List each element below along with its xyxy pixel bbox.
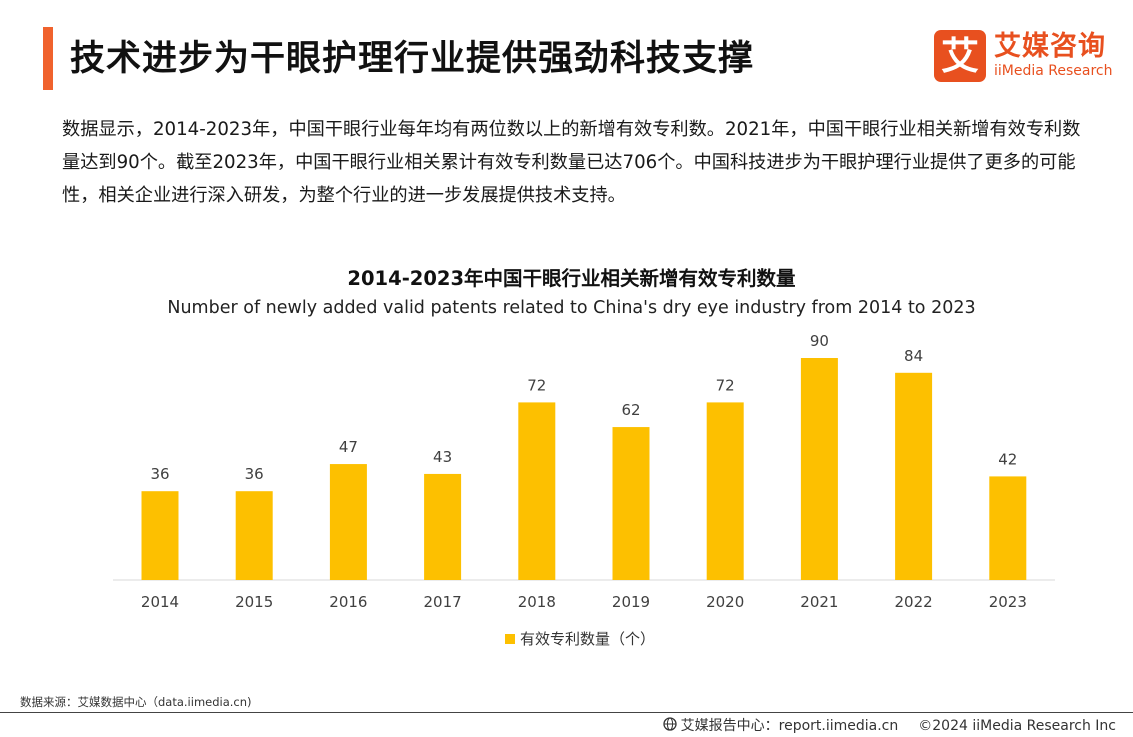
data-label-2017: 43 [433, 448, 452, 466]
bar-2014 [141, 491, 179, 580]
data-label-2015: 36 [245, 465, 264, 483]
bar-2021 [800, 358, 838, 580]
data-label-2018: 72 [527, 376, 546, 394]
footer-copyright: ©2024 iiMedia Research Inc [918, 718, 1116, 734]
page-title: 技术进步为干眼护理行业提供强劲科技支撑 [70, 39, 755, 79]
globe-icon [662, 717, 677, 735]
logo-mark: 艾 [934, 30, 986, 82]
bar-2019 [612, 427, 650, 580]
data-label-2023: 42 [998, 450, 1017, 468]
data-label-2022: 84 [904, 347, 923, 365]
title-accent-bar [43, 27, 53, 90]
x-tick-2017: 2017 [424, 593, 462, 611]
x-tick-2018: 2018 [518, 593, 556, 611]
legend-swatch [504, 633, 515, 644]
footer: 艾媒报告中心：report.iimedia.cn ©2024 iiMedia Re… [662, 715, 1116, 735]
logo-text: 艾媒咨询 iiMedia Research [994, 32, 1113, 80]
x-tick-2020: 2020 [706, 593, 744, 611]
data-label-2016: 47 [339, 438, 358, 456]
bar-chart: 36 2014 36 2015 47 2016 43 2017 72 2018 62 2019 72 20… [113, 332, 1055, 611]
legend-label: 有效专利数量（个） [519, 630, 655, 648]
data-label-2014: 36 [150, 465, 169, 483]
x-tick-2016: 2016 [329, 593, 367, 611]
data-label-2020: 72 [716, 376, 735, 394]
x-tick-2023: 2023 [989, 593, 1027, 611]
bar-2018 [518, 402, 556, 580]
footer-report-link[interactable]: 艾媒报告中心：report.iimedia.cn [680, 718, 899, 734]
data-label-2019: 62 [621, 401, 640, 419]
iimedia-logo: 艾 艾媒咨询 iiMedia Research [934, 30, 1113, 82]
bar-2022 [895, 372, 933, 580]
x-tick-2015: 2015 [235, 593, 273, 611]
footer-divider [0, 712, 1133, 713]
x-tick-2019: 2019 [612, 593, 650, 611]
bar-2020 [706, 402, 744, 580]
data-label-2021: 90 [810, 332, 829, 350]
intro-paragraph: 数据显示，2014-2023年，中国干眼行业每年均有两位数以上的新增有效专利数。… [62, 119, 1081, 206]
bar-2017 [424, 473, 462, 580]
data-source: 数据来源：艾媒数据中心（data.iimedia.cn) [20, 695, 252, 709]
chart-legend: 有效专利数量（个） [0, 628, 1133, 649]
chart-title: 2014-2023年中国干眼行业相关新增有效专利数量 [347, 267, 796, 290]
x-tick-2022: 2022 [895, 593, 933, 611]
logo-glyph: 艾 [940, 34, 979, 78]
logo-en-text: iiMedia Research [994, 63, 1113, 79]
chart-subtitle: Number of newly added valid patents rela… [167, 298, 976, 318]
bar-2015 [235, 491, 273, 580]
bar-2016 [329, 464, 367, 580]
bar-2023 [989, 476, 1027, 580]
logo-cn-text: 艾媒咨询 [994, 31, 1106, 62]
x-tick-2014: 2014 [141, 593, 179, 611]
x-tick-2021: 2021 [800, 593, 838, 611]
